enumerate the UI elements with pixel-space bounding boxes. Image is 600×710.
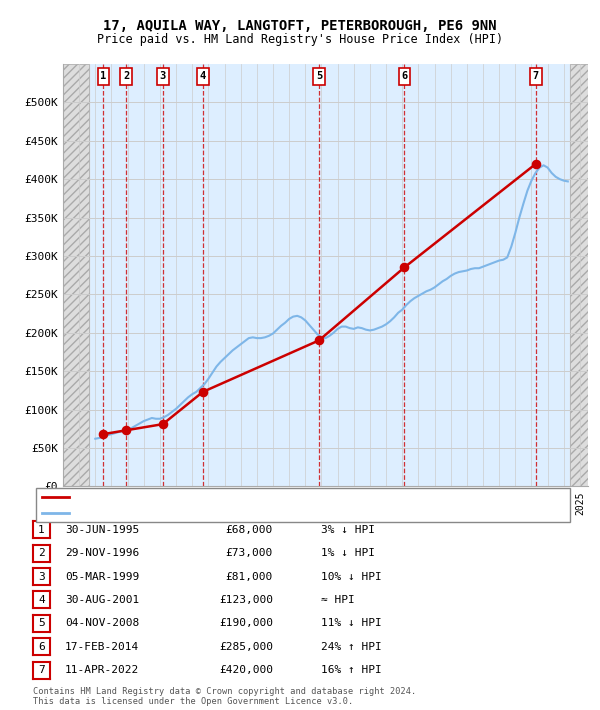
Text: 29-NOV-1996: 29-NOV-1996	[65, 548, 139, 558]
Text: 04-NOV-2008: 04-NOV-2008	[65, 618, 139, 628]
Bar	[197, 67, 209, 84]
Text: 5: 5	[316, 71, 322, 81]
Point	[314, 334, 324, 346]
Point	[198, 386, 208, 398]
Text: 24% ↑ HPI: 24% ↑ HPI	[321, 642, 382, 652]
Point	[158, 418, 167, 430]
Bar	[570, 64, 588, 486]
Text: 10% ↓ HPI: 10% ↓ HPI	[321, 572, 382, 581]
Text: £190,000: £190,000	[219, 618, 273, 628]
Bar	[63, 64, 89, 486]
Text: 1: 1	[100, 71, 106, 81]
Text: Price paid vs. HM Land Registry's House Price Index (HPI): Price paid vs. HM Land Registry's House …	[97, 33, 503, 46]
Bar	[121, 67, 132, 84]
Text: £420,000: £420,000	[219, 665, 273, 675]
Bar	[157, 67, 169, 84]
Text: 11% ↓ HPI: 11% ↓ HPI	[321, 618, 382, 628]
Text: 5: 5	[38, 618, 45, 628]
Text: 4: 4	[38, 595, 45, 605]
Text: 1% ↓ HPI: 1% ↓ HPI	[321, 548, 375, 558]
Bar	[398, 67, 410, 84]
Text: £68,000: £68,000	[226, 525, 273, 535]
Point	[98, 428, 108, 439]
Text: 30-AUG-2001: 30-AUG-2001	[65, 595, 139, 605]
Text: 3: 3	[38, 572, 45, 581]
Bar	[63, 64, 89, 486]
Bar	[570, 64, 588, 486]
Text: 6: 6	[38, 642, 45, 652]
Point	[531, 158, 541, 170]
Bar	[313, 67, 325, 84]
Text: 7: 7	[38, 665, 45, 675]
Text: 30-JUN-1995: 30-JUN-1995	[65, 525, 139, 535]
Text: 16% ↑ HPI: 16% ↑ HPI	[321, 665, 382, 675]
Text: HPI: Average price, detached house, South Kesteven: HPI: Average price, detached house, Sout…	[75, 508, 375, 518]
Text: 3% ↓ HPI: 3% ↓ HPI	[321, 525, 375, 535]
Text: 1: 1	[38, 525, 45, 535]
Text: £123,000: £123,000	[219, 595, 273, 605]
Text: 2: 2	[123, 71, 130, 81]
Text: 17, AQUILA WAY, LANGTOFT, PETERBOROUGH, PE6 9NN (detached house): 17, AQUILA WAY, LANGTOFT, PETERBOROUGH, …	[75, 492, 459, 502]
Bar	[530, 67, 542, 84]
Text: 2: 2	[38, 548, 45, 558]
Text: £285,000: £285,000	[219, 642, 273, 652]
Text: 11-APR-2022: 11-APR-2022	[65, 665, 139, 675]
Bar	[98, 67, 109, 84]
Text: 3: 3	[160, 71, 166, 81]
Point	[400, 262, 409, 273]
Text: 05-MAR-1999: 05-MAR-1999	[65, 572, 139, 581]
Text: £73,000: £73,000	[226, 548, 273, 558]
Text: 17-FEB-2014: 17-FEB-2014	[65, 642, 139, 652]
Text: 6: 6	[401, 71, 407, 81]
Point	[121, 425, 131, 436]
Text: 7: 7	[533, 71, 539, 81]
Text: Contains HM Land Registry data © Crown copyright and database right 2024.
This d: Contains HM Land Registry data © Crown c…	[33, 687, 416, 706]
Text: £81,000: £81,000	[226, 572, 273, 581]
Text: 4: 4	[200, 71, 206, 81]
Text: ≈ HPI: ≈ HPI	[321, 595, 355, 605]
Text: 17, AQUILA WAY, LANGTOFT, PETERBOROUGH, PE6 9NN: 17, AQUILA WAY, LANGTOFT, PETERBOROUGH, …	[103, 19, 497, 33]
